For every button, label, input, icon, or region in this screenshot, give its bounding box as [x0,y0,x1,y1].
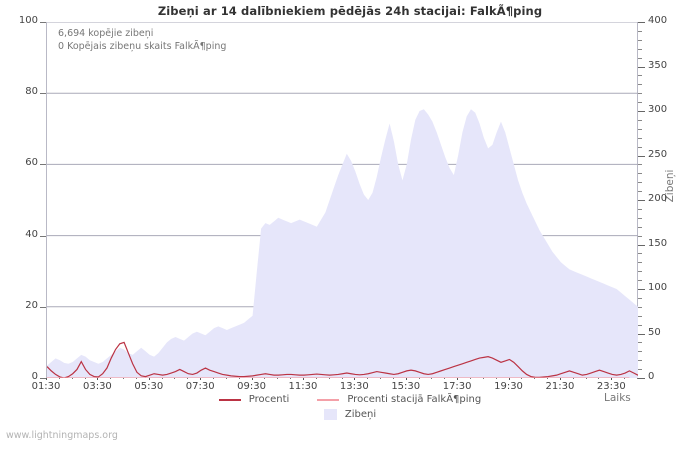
y-tick-label-right: 100 [648,282,668,293]
y-minor-tick-right [638,306,642,308]
y-tick-mark-left [40,378,46,379]
line-series-procenti [47,341,638,378]
chart-title: Zibeņi ar 14 dalībniekiem pēdējās 24h st… [157,4,543,18]
y-tick-label-right: 350 [648,59,668,71]
y-minor-tick-right [638,39,642,41]
legend-row-primary: Procenti Procenti stacijā FalkÃ¶ping [0,392,700,407]
y-tick-mark-right [638,378,645,379]
legend-line-light-icon [317,398,340,401]
x-tick-label: 15:30 [391,381,421,392]
x-tick-label: 05:30 [134,381,164,392]
x-tick-label: 19:30 [494,381,523,392]
y-minor-tick-right [638,102,642,104]
x-axis-label: Laiks [604,392,631,404]
y-tick-mark-left [40,164,46,166]
y-minor-tick-right [638,324,642,326]
y-minor-tick-right [638,262,642,264]
y-minor-tick-right [638,271,642,273]
x-tick-label: 21:30 [545,381,575,392]
y-minor-tick-right [638,48,642,50]
x-tick-label: 13:30 [339,381,369,392]
y-tick-mark-right [638,66,645,68]
y-tick-mark-left [40,306,46,308]
legend-row-secondary: Zibeņi [0,407,700,422]
y-tick-label-left: 100 [18,15,38,26]
y-minor-tick-right [638,226,642,228]
x-tick-label: 09:30 [237,381,266,392]
legend-item-zibeni[interactable]: Zibeņi [323,409,377,420]
legend-label-zibeni: Zibeņi [344,409,377,420]
x-tick-label: 23:30 [596,381,626,392]
y-minor-tick-right [638,182,642,184]
y-minor-tick-right [638,191,642,193]
y-tick-label-right: 150 [648,237,668,249]
y-tick-label-right: 400 [648,15,668,26]
legend-line-icon [218,398,241,401]
x-tick-label: 01:30 [31,381,61,392]
annotation-station-strikes: 0 Kopējais zibeņu skaits FalkÃ¶ping [58,41,227,52]
legend-label-procenti: Procenti [248,394,290,405]
y-tick-label-left: 60 [25,157,38,169]
y-tick-label-left: 20 [25,299,38,311]
y-tick-label-right: 50 [648,326,661,338]
y-tick-label-right: 300 [648,104,668,115]
annotation-total-strikes: 6,694 kopējie zibeņi [58,28,154,39]
footer-url: www.lightningmaps.org [6,430,118,441]
y-minor-tick-right [638,342,642,344]
y-minor-tick-right [638,369,642,371]
y-axis-right-spine [637,22,638,378]
y-tick-mark-right [638,289,645,290]
legend-item-procenti-stacija[interactable]: Procenti stacijā FalkÃ¶ping [317,394,481,405]
y-minor-tick-right [638,30,642,32]
y-tick-mark-right [638,333,645,335]
legend-item-procenti[interactable]: Procenti [218,394,290,405]
y-tick-mark-left [40,235,46,237]
y-minor-tick-right [638,360,642,362]
y-tick-mark-right [638,22,645,23]
legend-area-swatch-icon [323,409,337,420]
y-minor-tick-right [638,164,642,166]
y-minor-tick-right [638,235,642,237]
y-tick-label-left: 40 [25,228,38,240]
y-minor-tick-right [638,351,642,353]
legend-label-procenti-stacija: Procenti stacijā FalkÃ¶ping [347,394,482,405]
y-minor-tick-right [638,137,642,139]
x-tick-label: 17:30 [442,381,472,392]
y-minor-tick-right [638,297,642,299]
y-tick-mark-left [40,22,46,23]
y-tick-label-right: 250 [648,148,668,160]
y-tick-mark-right [638,111,645,112]
x-tick-label: 03:30 [82,381,112,392]
y-minor-tick-right [638,93,642,95]
y-minor-tick-right [638,119,642,121]
y-tick-label-left: 80 [25,86,38,98]
chart-legend: Procenti Procenti stacijā FalkÃ¶ping Zib… [0,392,700,422]
y-minor-tick-right [638,217,642,219]
x-tick-label: 11:30 [288,381,318,392]
y-tick-label-right: 0 [648,371,655,382]
x-tick-label: 07:30 [185,381,215,392]
y-minor-tick-right [638,315,642,317]
y-tick-mark-left [40,93,46,95]
y-minor-tick-right [638,146,642,148]
y-minor-tick-right [638,253,642,255]
y-minor-tick-right [638,84,642,86]
plot-area [46,22,638,378]
y-minor-tick-right [638,173,642,175]
y-tick-mark-right [638,244,645,246]
y-minor-tick-right [638,128,642,130]
area-series-zibeni [47,109,638,378]
plot-svg [47,22,638,378]
y-tick-mark-right [638,200,645,201]
y-minor-tick-right [638,208,642,210]
y-minor-tick-right [638,280,642,282]
y-tick-label-left: 0 [31,371,38,382]
y-tick-mark-right [638,155,645,157]
y-minor-tick-right [638,57,642,59]
y-minor-tick-right [638,75,642,77]
y-tick-label-right: 200 [648,193,668,204]
